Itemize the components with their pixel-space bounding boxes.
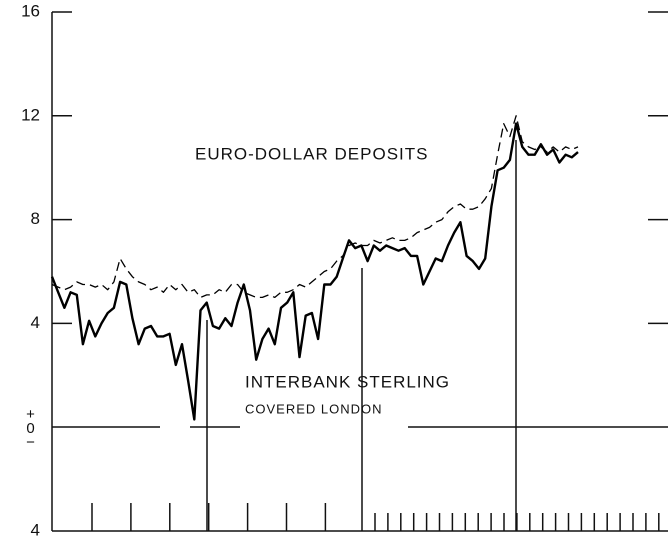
annotation: COVERED LONDON <box>245 401 383 416</box>
annotation: EURO-DOLLAR DEPOSITS <box>195 144 429 163</box>
y-tick-label: 4 <box>31 313 40 332</box>
y-tick-label: 4 <box>31 520 40 538</box>
x-ticks <box>91 503 660 531</box>
annotation: INTERBANK STERLING <box>245 372 450 391</box>
series-line <box>51 115 579 299</box>
y-tick-label: 16 <box>21 1 40 20</box>
series-line <box>50 122 579 421</box>
y-tick-label: 12 <box>21 105 40 124</box>
y-tick-label: +0− <box>22 406 39 448</box>
y-tick-label: 8 <box>31 209 40 228</box>
